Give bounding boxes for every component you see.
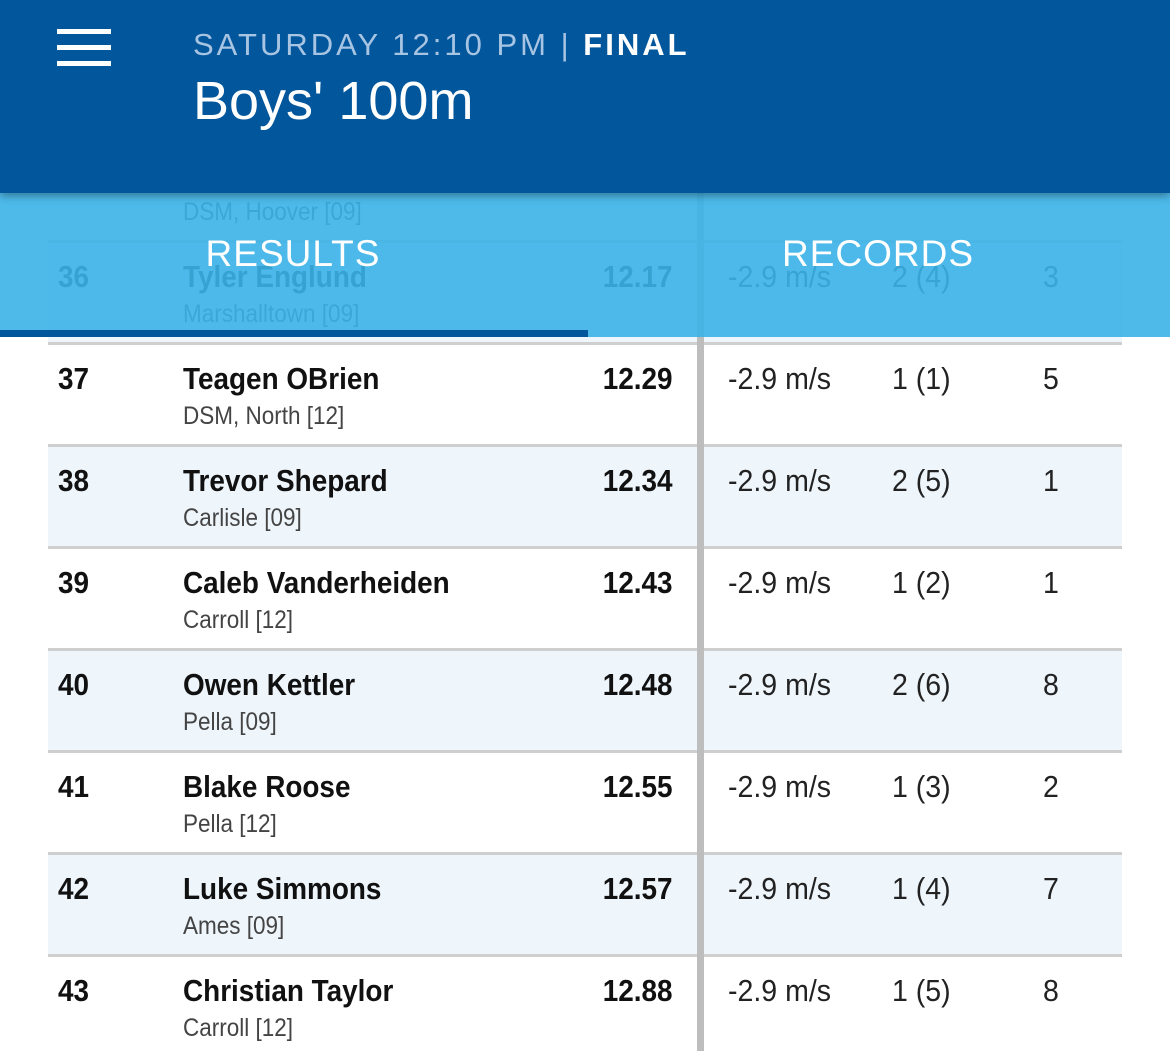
app-header: SATURDAY 12:10 PM | FINAL Boys' 100m [0, 0, 1170, 193]
result-row[interactable]: 43 Christian Taylor Carroll [12] 12.88 -2.9 … [48, 954, 1122, 1056]
wind: -2.9 m/s [728, 769, 832, 804]
lane: 2 [1043, 769, 1059, 804]
menu-bar [57, 61, 111, 66]
result-row[interactable]: 42 Luke Simmons Ames [09] 12.57 -2.9 m/s 1 (4… [48, 852, 1122, 954]
records-tab[interactable]: RECORDS [781, 233, 975, 274]
athlete-name: Owen Kettler [183, 667, 356, 702]
time: 12.57 [603, 871, 673, 906]
menu-button[interactable] [45, 18, 123, 78]
event-title: Boys' 100m [193, 71, 474, 131]
athlete-name: Trevor Shepard [183, 463, 388, 498]
separator: | [560, 27, 572, 62]
result-row[interactable]: 39 Caleb Vanderheiden Carroll [12] 12.43 -2.… [48, 546, 1122, 648]
heat-place: 1 (1) [892, 361, 951, 396]
lane: 1 [1043, 463, 1059, 498]
place: 39 [58, 565, 90, 600]
athlete-name: Teagen OBrien [183, 361, 380, 396]
wind: -2.9 m/s [728, 973, 832, 1008]
place: 37 [58, 361, 90, 396]
athlete-name: Luke Simmons [183, 871, 382, 906]
time: 12.29 [603, 361, 673, 396]
column-divider [697, 193, 704, 1051]
heat-place: 2 (6) [892, 667, 951, 702]
heat-place: 1 (4) [892, 871, 951, 906]
result-row[interactable]: 37 Teagen OBrien DSM, North [12] 12.29 -2.9 … [48, 342, 1122, 444]
lane: 7 [1043, 871, 1059, 906]
wind: -2.9 m/s [728, 463, 832, 498]
wind: -2.9 m/s [728, 667, 832, 702]
event-time: SATURDAY 12:10 PM [193, 27, 549, 62]
menu-bar [57, 45, 111, 50]
wind: -2.9 m/s [728, 871, 832, 906]
place: 43 [58, 973, 90, 1008]
wind: -2.9 m/s [728, 361, 832, 396]
athlete-name: Caleb Vanderheiden [183, 565, 450, 600]
result-row[interactable]: 41 Blake Roose Pella [12] 12.55 -2.9 m/s 1 (3… [48, 750, 1122, 852]
results-tab[interactable]: RESULTS [205, 233, 381, 274]
place: 40 [58, 667, 90, 702]
time: 12.43 [603, 565, 673, 600]
event-status: FINAL [583, 27, 690, 62]
heat-place: 1 (3) [892, 769, 951, 804]
result-row[interactable]: 38 Trevor Shepard Carlisle [09] 12.34 -2.9 m… [48, 444, 1122, 546]
active-tab-indicator [0, 330, 588, 337]
result-row[interactable]: 40 Owen Kettler Pella [09] 12.48 -2.9 m/s 2 (… [48, 648, 1122, 750]
school: Carlisle [09] [183, 504, 302, 532]
menu-bar [57, 29, 111, 34]
athlete-name: Christian Taylor [183, 973, 394, 1008]
place: 41 [58, 769, 90, 804]
school: Carroll [12] [183, 1014, 294, 1042]
time: 12.55 [603, 769, 673, 804]
tab-bar: RESULTS RECORDS [0, 193, 1170, 337]
wind: -2.9 m/s [728, 565, 832, 600]
time: 12.88 [603, 973, 673, 1008]
place: 38 [58, 463, 90, 498]
lane: 8 [1043, 973, 1059, 1008]
event-status-line: SATURDAY 12:10 PM | FINAL [193, 27, 690, 63]
school: Carroll [12] [183, 606, 294, 634]
lane: 5 [1043, 361, 1059, 396]
heat-place: 1 (5) [892, 973, 951, 1008]
school: Pella [09] [183, 708, 277, 736]
time: 12.48 [603, 667, 673, 702]
athlete-name: Blake Roose [183, 769, 351, 804]
lane: 1 [1043, 565, 1059, 600]
heat-place: 2 (5) [892, 463, 951, 498]
heat-place: 1 (2) [892, 565, 951, 600]
school: DSM, North [12] [183, 402, 345, 430]
lane: 8 [1043, 667, 1059, 702]
time: 12.34 [603, 463, 673, 498]
school: Ames [09] [183, 912, 285, 940]
place: 42 [58, 871, 90, 906]
school: Pella [12] [183, 810, 277, 838]
